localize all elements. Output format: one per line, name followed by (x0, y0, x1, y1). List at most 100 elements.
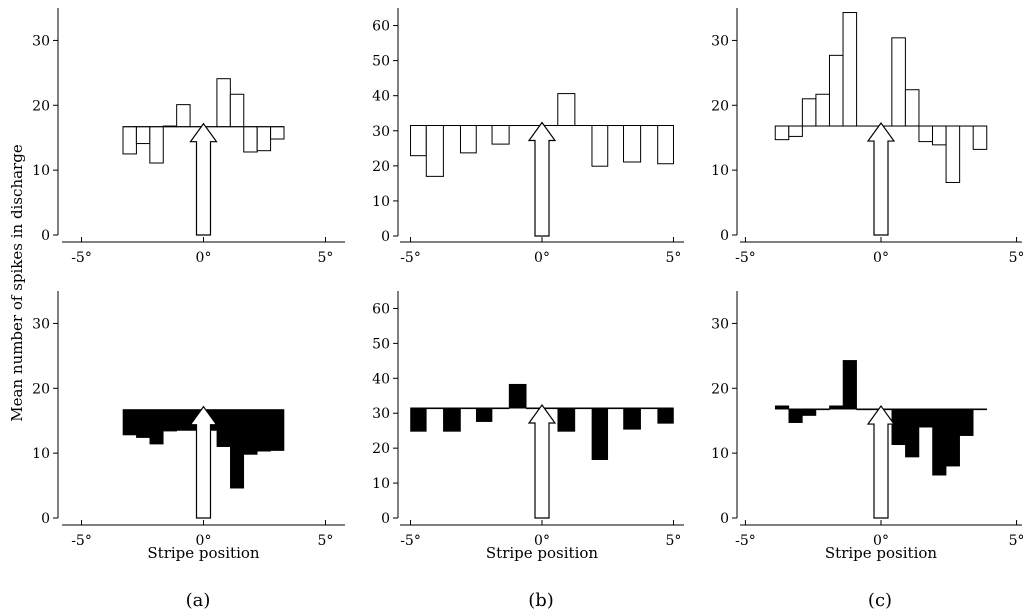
chart-b-top: 0 10 20 30 40 50 60 -5° 0° 5° (372, 8, 684, 266)
panel-label-c: (c) (868, 590, 892, 611)
histogram-bar (828, 54, 844, 127)
y-tick-label: 30 (32, 316, 50, 332)
histogram-bar (216, 78, 231, 128)
histogram-bar (410, 125, 427, 157)
y-tick-label: 20 (32, 98, 50, 114)
y-tick-label: 50 (372, 54, 390, 70)
x-tick-label: -5° (400, 250, 421, 266)
stimulus-arrow (866, 122, 896, 236)
histogram-bar (905, 408, 920, 458)
histogram-bar (410, 407, 427, 432)
x-tick-label: -5° (735, 250, 756, 266)
y-tick-label: 0 (720, 228, 729, 244)
histogram-bar (270, 409, 285, 451)
histogram-bar (459, 125, 477, 154)
histogram-bar (945, 408, 960, 467)
y-tick-label: 10 (711, 446, 729, 462)
x-tick-label: -5° (71, 250, 92, 266)
histogram-bar (932, 408, 947, 476)
chart-a-top: 0 10 20 30 -5° 0° 5° (32, 8, 345, 266)
histogram-bar (842, 360, 857, 410)
y-tick-label: 20 (32, 381, 50, 397)
y-tick-label: 60 (372, 19, 390, 35)
histogram-bar (945, 125, 961, 183)
stimulus-arrow (189, 122, 218, 236)
histogram-bar (256, 409, 271, 452)
stimulus-arrow (866, 405, 896, 519)
histogram-bar (815, 93, 830, 127)
x-tick-label: 0° (873, 533, 889, 549)
histogram-bar (149, 409, 164, 445)
stimulus-arrow (527, 121, 557, 237)
y-tick-label: 40 (372, 371, 390, 387)
chart-c-bottom: 0 10 20 30 -5° 0° 5° Stripe position (711, 291, 1023, 562)
histogram-bar (176, 409, 191, 431)
y-tick-label: 10 (372, 194, 390, 210)
histogram-bar (230, 409, 245, 489)
y-tick-label: 30 (711, 316, 729, 332)
y-tick-label: 10 (711, 163, 729, 179)
x-tick-label: 0° (534, 250, 550, 266)
y-tick-label: 20 (372, 159, 390, 175)
x-axis-label: Stripe position (825, 544, 938, 562)
x-tick-label: 0° (196, 250, 212, 266)
y-tick-label: 30 (711, 33, 729, 49)
histogram-bar (256, 126, 272, 152)
y-tick-label: 30 (372, 124, 390, 140)
histogram-bar (591, 125, 609, 167)
histogram-bar (918, 125, 934, 143)
histogram-bar (136, 409, 151, 438)
x-tick-label: -5° (735, 533, 756, 549)
chart-b-bottom: 0 10 20 30 40 50 60 -5° 0° 5° Stripe position (372, 291, 684, 562)
chart-c-top: 0 10 20 30 -5° 0° 5° (711, 8, 1023, 266)
histogram-bar (657, 125, 674, 165)
histogram-bar (801, 98, 817, 127)
histogram-bar (774, 125, 790, 141)
y-tick-label: 60 (372, 301, 390, 317)
x-tick-label: 5° (318, 533, 334, 549)
y-tick-label: 0 (720, 511, 729, 527)
y-tick-label: 20 (372, 441, 390, 457)
x-tick-label: -5° (400, 533, 421, 549)
y-tick-label: 20 (711, 98, 729, 114)
histogram-bar (443, 407, 461, 432)
panel-label-a: (a) (186, 590, 211, 611)
x-axis-label: Stripe position (147, 544, 260, 562)
x-tick-label: 5° (318, 250, 334, 266)
x-tick-label: 5° (666, 533, 682, 549)
histogram-bar (216, 409, 231, 447)
x-tick-label: 5° (1009, 250, 1023, 266)
histogram-bar (243, 409, 258, 455)
y-tick-label: 10 (372, 476, 390, 492)
histogram-bar (788, 125, 803, 137)
x-tick-label: 0° (196, 533, 212, 549)
histogram-bar (229, 93, 245, 128)
y-tick-label: 50 (372, 336, 390, 352)
histogram-bar (788, 408, 803, 423)
histogram-bar (243, 126, 258, 153)
histogram-bar (475, 407, 493, 422)
y-tick-label: 20 (711, 381, 729, 397)
histogram-bar (918, 408, 933, 428)
y-tick-label: 0 (41, 511, 50, 527)
histogram-bar (932, 125, 947, 146)
x-tick-label: 5° (666, 250, 682, 266)
y-tick-label: 0 (41, 228, 50, 244)
histogram-bar (972, 125, 988, 150)
x-axis-label: Stripe position (486, 544, 599, 562)
histogram-bar (270, 126, 285, 140)
histogram-bar (959, 408, 974, 436)
histogram-bar (904, 89, 920, 127)
x-tick-label: -5° (71, 533, 92, 549)
histogram-bar (802, 408, 817, 416)
y-axis-label: Mean number of spikes in discharge (8, 144, 26, 422)
x-tick-label: 0° (534, 533, 550, 549)
panels: 0 10 20 30 -5° 0° 5° 0 10 20 30 40 50 60 -5° 0° 5° 0 10 20 3… (32, 8, 1023, 562)
histogram-bar (162, 409, 177, 432)
histogram-bar (491, 125, 510, 145)
y-tick-label: 0 (381, 229, 390, 245)
histogram-bar (842, 12, 858, 127)
histogram-bar (135, 126, 151, 145)
x-tick-label: 0° (873, 250, 889, 266)
